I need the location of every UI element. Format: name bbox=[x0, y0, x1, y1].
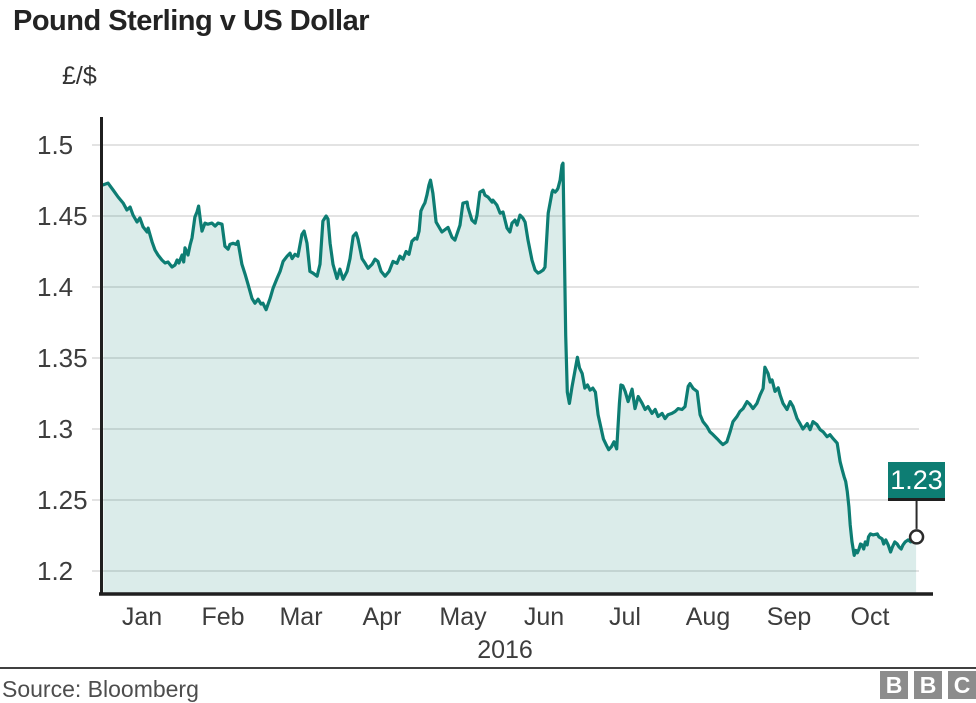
latest-value-callout: 1.23 bbox=[888, 462, 945, 501]
y-tick-label-1.3: 1.3 bbox=[37, 414, 74, 444]
x-tick-label-feb: Feb bbox=[201, 603, 245, 631]
x-tick-label-jun: Jun bbox=[523, 603, 565, 631]
x-tick-label-sep: Sep bbox=[766, 603, 812, 631]
x-tick-label-oct: Oct bbox=[850, 603, 890, 631]
x-axis-year-label: 2016 bbox=[477, 636, 533, 664]
x-tick-label-mar: Mar bbox=[279, 603, 323, 631]
y-tick-label-1.45: 1.45 bbox=[37, 201, 88, 231]
y-tick-label-1.5: 1.5 bbox=[37, 130, 74, 160]
y-tick-label-1.35: 1.35 bbox=[37, 343, 88, 373]
series-area-fill bbox=[103, 163, 917, 593]
bbc-logo: B B C bbox=[880, 671, 976, 699]
x-tick-label-jul: Jul bbox=[609, 603, 641, 631]
y-tick-label-1.2: 1.2 bbox=[37, 556, 74, 586]
bbc-logo-block-1: B bbox=[880, 671, 908, 699]
footer-divider bbox=[0, 667, 976, 669]
last-point-marker bbox=[908, 529, 925, 545]
page-title: Pound Sterling v US Dollar bbox=[13, 5, 370, 37]
x-tick-label-jan: Jan bbox=[121, 603, 163, 631]
bbc-logo-block-3: C bbox=[948, 671, 976, 699]
x-tick-label-aug: Aug bbox=[685, 603, 731, 631]
y-tick-label-1.4: 1.4 bbox=[37, 272, 74, 302]
y-axis-unit-label: £/$ bbox=[62, 62, 97, 90]
bbc-logo-block-2: B bbox=[914, 671, 942, 699]
source-attribution: Source: Bloomberg bbox=[2, 676, 199, 702]
series-line bbox=[101, 161, 918, 558]
x-tick-label-may: May bbox=[439, 603, 487, 631]
x-tick-label-apr: Apr bbox=[362, 603, 402, 631]
y-tick-label-1.25: 1.25 bbox=[37, 485, 88, 515]
